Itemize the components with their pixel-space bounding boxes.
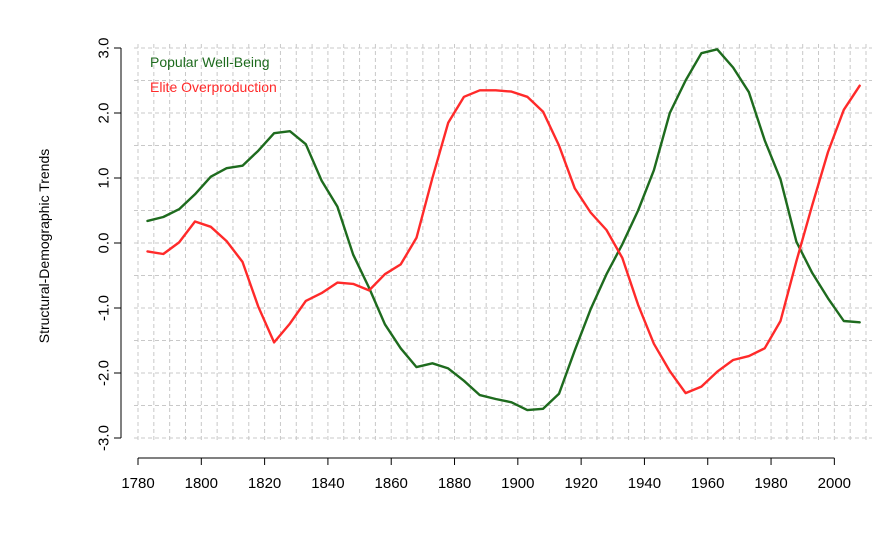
legend-entry-elite-overproduction: Elite Overproduction (150, 79, 277, 95)
series (146, 48, 861, 412)
y-tick-label: 2.0 (96, 103, 113, 124)
x-tick-label: 1920 (564, 475, 597, 492)
y-tick-label: -1.0 (96, 295, 113, 321)
y-tick-label: 1.0 (96, 168, 113, 189)
legend-entry-popular-well-being: Popular Well-Being (150, 54, 270, 70)
grid (134, 44, 872, 440)
x-tick-label: 1820 (248, 475, 281, 492)
x-tick-label: 1940 (628, 475, 661, 492)
x-tick-label: 1900 (501, 475, 534, 492)
x-tick-label: 1840 (311, 475, 344, 492)
x-tick-label: 2000 (818, 475, 851, 492)
legend: Popular Well-Being Elite Overproduction (150, 54, 277, 95)
x-tick-label: 1800 (185, 475, 218, 492)
series-line-popular-well-being (146, 48, 861, 412)
x-tick-label: 1780 (121, 475, 154, 492)
y-tick-label: 3.0 (96, 38, 113, 59)
y-tick-label: -2.0 (96, 360, 113, 386)
x-tick-label: 1980 (754, 475, 787, 492)
x-tick-label: 1860 (375, 475, 408, 492)
x-tick-label: 1960 (691, 475, 724, 492)
series-line-elite-overproduction (146, 84, 861, 395)
axes: 1780 1800 1820 1840 1860 1880 1900 1920 1940 1960… (96, 38, 852, 492)
x-tick-label: 1880 (438, 475, 471, 492)
y-tick-label: -3.0 (96, 425, 113, 451)
y-tick-label: 0.0 (96, 233, 113, 254)
y-axis-label: Structural-Demographic Trends (36, 149, 52, 344)
